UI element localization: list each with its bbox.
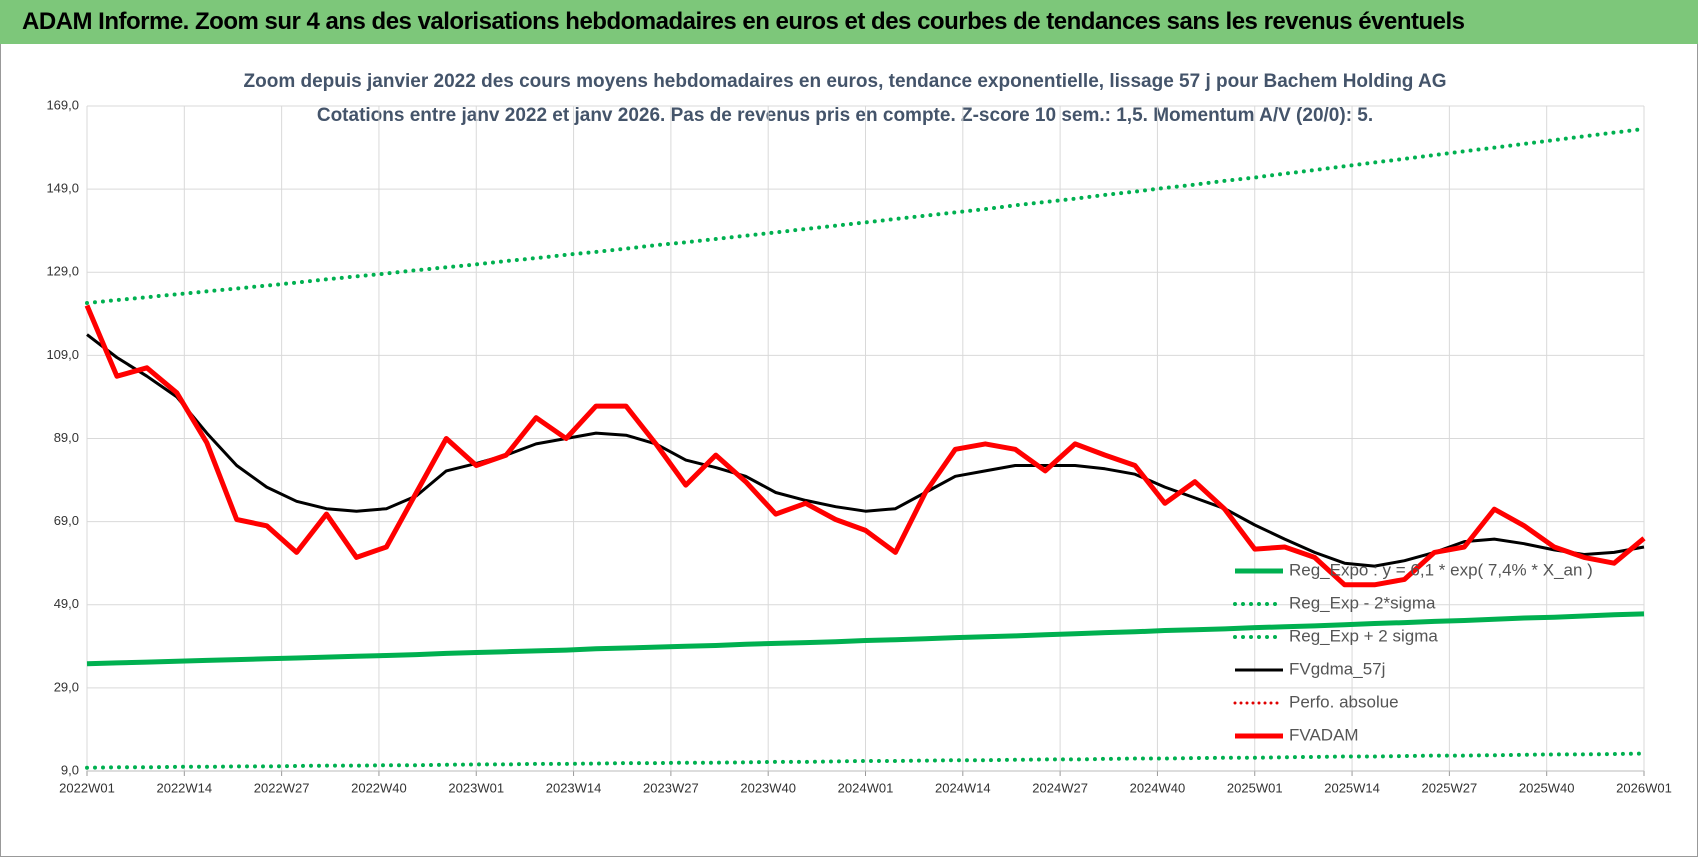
series-line: [85, 751, 1646, 770]
x-tick-label: 2022W40: [351, 780, 407, 795]
x-tick-label: 2024W14: [935, 780, 991, 795]
y-tick-label: 149,0: [46, 181, 79, 196]
x-tick-label: 2022W14: [156, 780, 212, 795]
x-tick-label: 2026W01: [1616, 780, 1672, 795]
x-tick-label: 2025W01: [1227, 780, 1283, 795]
y-tick-label: 29,0: [54, 679, 79, 694]
series-line: [86, 611, 1645, 667]
y-tick-label: 49,0: [54, 596, 79, 611]
chart: Zoom depuis janvier 2022 des cours moyen…: [46, 71, 1672, 795]
legend-label: FVADAM: [1289, 725, 1359, 744]
x-tick-label: 2023W01: [448, 780, 504, 795]
x-tick-label: 2025W40: [1519, 780, 1575, 795]
series-line: [86, 333, 1645, 568]
legend-label: Perfo. absolue: [1289, 692, 1399, 711]
y-tick-label: 129,0: [46, 264, 79, 279]
x-tick-label: 2022W27: [254, 780, 310, 795]
x-tick-label: 2023W40: [740, 780, 796, 795]
y-tick-label: 109,0: [46, 347, 79, 362]
x-tick-label: 2024W40: [1130, 780, 1186, 795]
header-title: ADAM Informe. Zoom sur 4 ans des valoris…: [22, 8, 1465, 35]
chart-subtitle: Zoom depuis janvier 2022 des cours moyen…: [244, 71, 1447, 92]
x-tick-label: 2025W14: [1324, 780, 1380, 795]
x-tick-label: 2025W27: [1422, 780, 1478, 795]
legend-label: FVgdma_57j: [1289, 659, 1385, 678]
header-bar: ADAM Informe. Zoom sur 4 ans des valoris…: [0, 0, 1698, 44]
legend-label: Reg_Exp + 2 sigma: [1289, 626, 1438, 645]
x-tick-label: 2024W27: [1032, 780, 1088, 795]
series-line: [85, 126, 1646, 305]
y-tick-label: 169,0: [46, 97, 79, 112]
x-tick-label: 2024W01: [838, 780, 894, 795]
y-tick-label: 9,0: [61, 762, 79, 777]
x-tick-label: 2023W14: [546, 780, 602, 795]
y-tick-label: 69,0: [54, 513, 79, 528]
legend-label: Reg_Exp - 2*sigma: [1289, 593, 1436, 612]
chart-subtitle: Cotations entre janv 2022 et janv 2026. …: [317, 105, 1373, 126]
series-line: [84, 304, 1646, 588]
y-tick-label: 89,0: [54, 430, 79, 445]
x-tick-label: 2022W01: [59, 780, 115, 795]
x-tick-label: 2023W27: [643, 780, 699, 795]
legend-label: Reg_Expo : y = 6,1 * exp( 7,4% * X_an ): [1289, 560, 1593, 579]
